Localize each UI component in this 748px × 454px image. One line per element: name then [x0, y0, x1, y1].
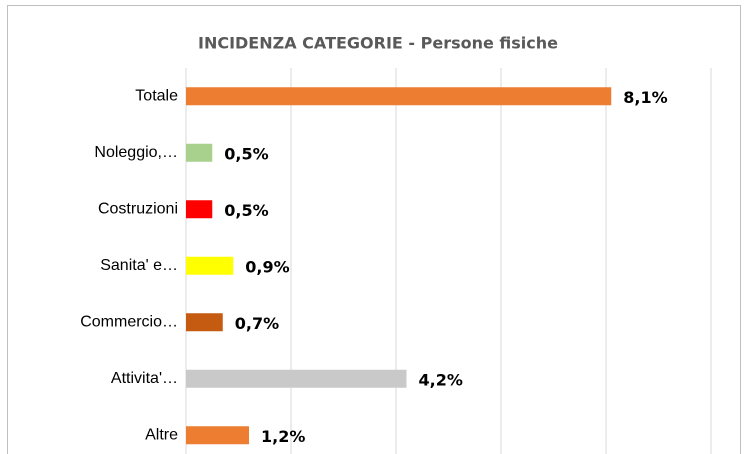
value-label: 0,9% — [245, 257, 289, 276]
bar — [186, 143, 213, 162]
value-label: 1,2% — [261, 427, 305, 446]
value-label: 4,2% — [419, 370, 463, 389]
category-label: Altre — [145, 426, 178, 443]
bar — [186, 200, 213, 219]
chart-title: INCIDENZA CATEGORIE - Persone fisiche — [198, 34, 558, 53]
bar — [186, 313, 223, 332]
value-label: 8,1% — [623, 88, 667, 107]
value-label: 0,5% — [224, 144, 268, 163]
category-label: Commercio… — [80, 313, 178, 330]
category-label: Costruzioni — [98, 200, 178, 217]
bar — [186, 369, 407, 388]
category-label: Noleggio,… — [94, 144, 178, 161]
category-label: Attivita'… — [111, 370, 178, 387]
value-label: 0,5% — [224, 201, 268, 220]
bar — [186, 87, 612, 106]
category-label: Sanita' e… — [100, 257, 178, 274]
bar — [186, 256, 234, 275]
category-label: Totale — [135, 87, 178, 104]
value-label: 0,7% — [235, 314, 279, 333]
bar — [186, 426, 249, 445]
